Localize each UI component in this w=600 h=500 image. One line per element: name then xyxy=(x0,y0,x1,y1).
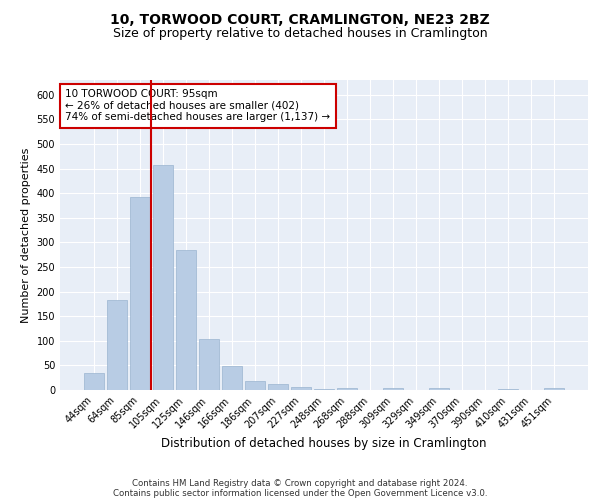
Bar xyxy=(383,388,403,390)
Text: 10, TORWOOD COURT, CRAMLINGTON, NE23 2BZ: 10, TORWOOD COURT, CRAMLINGTON, NE23 2BZ xyxy=(110,12,490,26)
Bar xyxy=(268,384,288,390)
Bar xyxy=(222,366,242,390)
Bar xyxy=(153,164,173,390)
Y-axis label: Number of detached properties: Number of detached properties xyxy=(21,148,31,322)
Bar xyxy=(84,373,104,390)
Bar xyxy=(245,381,265,390)
Bar xyxy=(430,388,449,390)
Bar xyxy=(130,196,149,390)
Bar xyxy=(544,388,564,390)
Bar xyxy=(499,388,518,390)
Bar xyxy=(107,300,127,390)
Text: Size of property relative to detached houses in Cramlington: Size of property relative to detached ho… xyxy=(113,28,487,40)
Bar xyxy=(176,250,196,390)
Text: 10 TORWOOD COURT: 95sqm
← 26% of detached houses are smaller (402)
74% of semi-d: 10 TORWOOD COURT: 95sqm ← 26% of detache… xyxy=(65,90,331,122)
Text: Contains HM Land Registry data © Crown copyright and database right 2024.: Contains HM Land Registry data © Crown c… xyxy=(132,478,468,488)
Bar xyxy=(291,386,311,390)
Text: Contains public sector information licensed under the Open Government Licence v3: Contains public sector information licen… xyxy=(113,488,487,498)
X-axis label: Distribution of detached houses by size in Cramlington: Distribution of detached houses by size … xyxy=(161,437,487,450)
Bar xyxy=(199,340,218,390)
Bar xyxy=(314,389,334,390)
Bar xyxy=(337,388,357,390)
